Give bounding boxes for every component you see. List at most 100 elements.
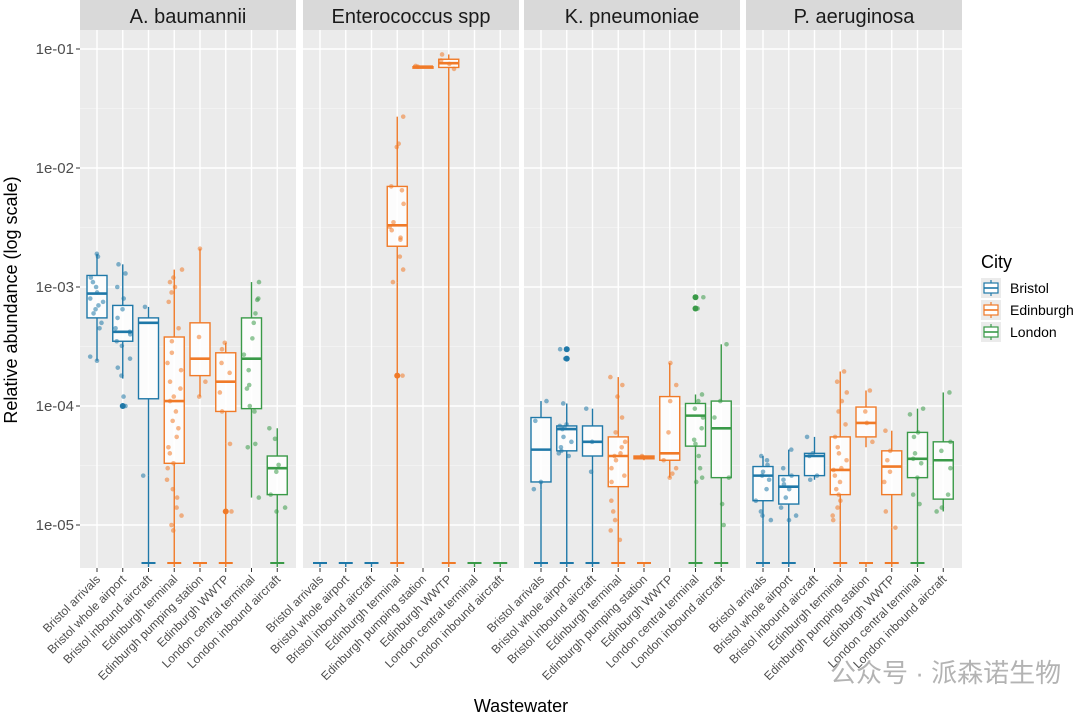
jitter-point [765, 462, 770, 468]
jitter-point [166, 444, 171, 450]
jitter-point [893, 525, 898, 530]
jitter-point [254, 297, 260, 303]
jitter-point [622, 439, 628, 445]
outlier-point [394, 372, 401, 379]
box-edinburgh-terminal [829, 369, 851, 567]
jitter-point [94, 290, 100, 295]
jitter-point [121, 394, 126, 399]
jitter-point [538, 479, 544, 485]
jitter-point [615, 394, 620, 399]
jitter-point [719, 501, 725, 507]
jitter-point [544, 398, 549, 404]
jitter-point [399, 187, 405, 193]
y-axis: 1e-01 1e-02 1e-03 1e-04 1e-05 [36, 41, 80, 534]
jitter-point [116, 262, 121, 267]
jitter-point [274, 469, 279, 475]
legend-label: London [1010, 324, 1057, 340]
box-iqr [189, 322, 211, 377]
panel-1: Enterococcus spp [303, 0, 519, 568]
jitter-point [948, 465, 953, 471]
jitter-point [693, 441, 698, 447]
jitter-point [832, 473, 838, 478]
jitter-point [804, 434, 810, 440]
jitter-point [910, 456, 916, 462]
jitter-point [229, 509, 234, 514]
jitter-point [667, 398, 673, 404]
jitter-point [256, 279, 262, 285]
jitter-point [834, 379, 840, 385]
panel-background [524, 30, 740, 568]
jitter-point [759, 473, 765, 478]
jitter-point [166, 299, 172, 305]
jitter-point [252, 441, 258, 447]
jitter-point [222, 340, 228, 346]
jitter-point [839, 398, 845, 404]
jitter-point [835, 505, 840, 510]
jitter-point [666, 430, 671, 435]
jitter-point [394, 144, 400, 150]
jitter-point [758, 509, 764, 514]
jitter-point [881, 479, 887, 485]
jitter-point [170, 528, 176, 533]
jitter-point [91, 311, 96, 316]
jitter-point [836, 451, 842, 456]
jitter-point [167, 451, 173, 456]
jitter-point [167, 279, 173, 285]
box-london-central-terminal [467, 562, 482, 567]
box-edinburgh-terminal [163, 267, 185, 567]
jitter-point [174, 434, 179, 440]
jitter-point [390, 279, 396, 285]
jitter-point [388, 184, 394, 189]
jitter-point [912, 451, 918, 456]
jitter-point [862, 409, 868, 414]
box-edinburgh-pumping-station [412, 63, 434, 70]
jitter-point [918, 460, 924, 466]
jitter-point [558, 444, 564, 450]
jitter-point [557, 346, 563, 352]
jitter-point [864, 420, 870, 426]
jitter-point [810, 451, 816, 456]
jitter-point [178, 367, 184, 373]
outlier-point [563, 346, 570, 353]
strip-background [80, 0, 296, 30]
legend-label: Edinburgh [1010, 302, 1074, 318]
box-iqr [137, 317, 160, 400]
box-bristol-arrivals [86, 251, 108, 364]
jitter-point [100, 299, 106, 305]
box-iqr [240, 317, 263, 410]
box-london-inbound-aircraft [493, 562, 508, 567]
jitter-point [832, 434, 838, 440]
panel-2: K. pneumoniae [524, 0, 740, 568]
box-london-central-terminal [240, 279, 263, 500]
jitter-point [695, 306, 700, 311]
jitter-point [174, 505, 179, 510]
jitter-point [176, 425, 181, 431]
jitter-point [617, 537, 623, 543]
jitter-point [589, 439, 595, 445]
jitter-point [661, 457, 666, 463]
jitter-point [697, 465, 703, 471]
box-iqr [829, 436, 851, 496]
box-edinburgh-wwtp [438, 52, 460, 567]
jitter-point [691, 437, 697, 443]
jitter-point [569, 439, 574, 445]
jitter-point [268, 492, 273, 497]
jitter-point [778, 505, 784, 510]
jitter-point [948, 439, 953, 445]
jitter-point [786, 517, 792, 523]
jitter-point [176, 325, 181, 331]
jitter-point [814, 473, 820, 478]
jitter-point [608, 528, 614, 533]
box-bristol-whole-airport [556, 346, 578, 567]
jitter-point [413, 63, 418, 69]
jitter-point [837, 479, 843, 485]
box-iqr [659, 395, 681, 461]
jitter-point [178, 386, 183, 391]
legend: City Bristol Edinburgh London [981, 252, 1074, 342]
box-iqr [906, 431, 929, 479]
jitter-point [907, 412, 913, 417]
jitter-point [699, 475, 705, 480]
jitter-point [90, 279, 96, 285]
jitter-point [447, 61, 452, 67]
jitter-point [121, 296, 127, 301]
